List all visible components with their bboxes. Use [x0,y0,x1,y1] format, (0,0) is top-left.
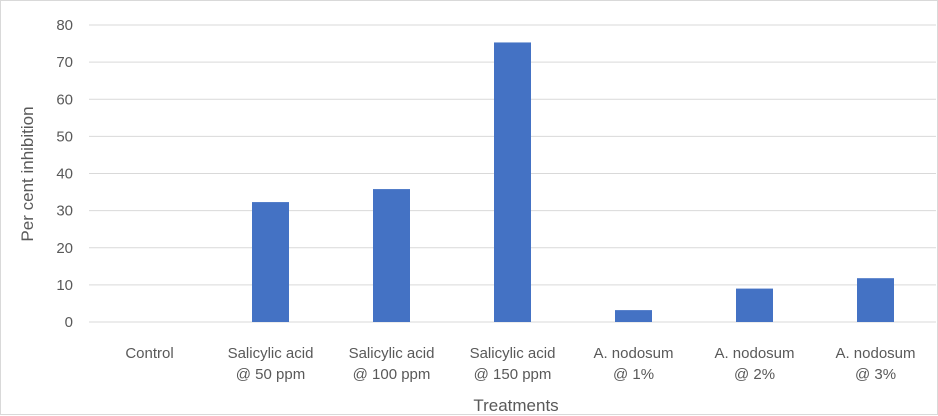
x-tick-label: @ 1% [613,366,654,383]
x-tick-label: @ 2% [734,366,775,383]
x-tick-label: @ 150 ppm [474,366,552,383]
x-tick-label: @ 3% [855,366,896,383]
y-tick-label: 30 [56,203,73,220]
bar [615,310,652,322]
y-tick-label: 10 [56,277,73,294]
bar [736,288,773,322]
x-tick-label: A. nodosum [835,345,915,362]
bar [494,42,531,322]
x-tick-label: @ 50 ppm [236,366,305,383]
y-axis-ticks: 0 10 20 30 40 50 60 70 80 [56,17,73,331]
y-axis-title: Per cent inhibition [18,106,37,241]
bars [252,42,894,322]
y-tick-label: 40 [56,166,73,183]
y-tick-label: 20 [56,240,73,257]
y-tick-label: 60 [56,91,73,108]
x-tick-label: Salicylic acid [470,345,556,362]
x-axis-title: Treatments [473,396,558,415]
x-tick-label: A. nodosum [714,345,794,362]
x-tick-label: A. nodosum [593,345,673,362]
y-tick-label: 0 [65,314,73,331]
x-tick-label: @ 100 ppm [353,366,431,383]
y-tick-label: 50 [56,128,73,145]
x-tick-label: Salicylic acid [349,345,435,362]
bar [252,202,289,322]
bar [857,278,894,322]
x-axis-ticks: Control Salicylic acid @ 50 ppm Salicylic a… [125,345,915,383]
x-tick-label: Salicylic acid [228,345,314,362]
x-tick-label: Control [125,345,173,362]
bar [373,189,410,322]
y-tick-label: 80 [56,17,73,34]
y-tick-label: 70 [56,54,73,71]
